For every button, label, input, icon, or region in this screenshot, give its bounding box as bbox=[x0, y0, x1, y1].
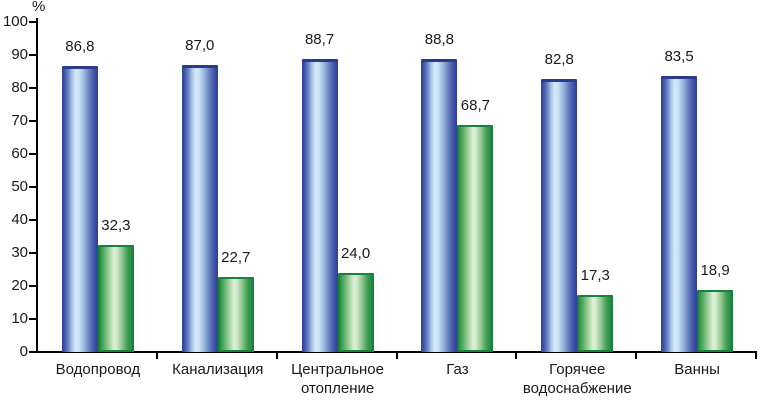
y-tick-label: 10 bbox=[11, 310, 28, 327]
y-tick bbox=[29, 219, 36, 221]
y-tick bbox=[29, 252, 36, 254]
y-axis-line bbox=[36, 18, 38, 353]
y-tick-label: 90 bbox=[11, 46, 28, 63]
x-tick bbox=[395, 351, 398, 359]
bar-blue bbox=[61, 65, 98, 352]
category-label: Ванны bbox=[674, 361, 720, 378]
bar-value-label: 88,7 bbox=[304, 31, 335, 49]
y-tick-label: 60 bbox=[11, 145, 28, 162]
y-tick-label: 80 bbox=[11, 79, 28, 96]
x-tick bbox=[755, 351, 757, 359]
y-axis-unit-label: % bbox=[32, 0, 46, 15]
y-tick bbox=[29, 21, 36, 23]
y-tick bbox=[29, 120, 36, 122]
bar-value-label: 22,7 bbox=[221, 249, 251, 267]
category-label: Центральное отопление bbox=[291, 361, 384, 397]
y-tick bbox=[29, 153, 36, 155]
bar-value-label: 88,8 bbox=[424, 30, 454, 48]
x-tick bbox=[155, 351, 158, 359]
y-tick bbox=[29, 87, 36, 89]
bar-blue bbox=[541, 78, 578, 352]
bar-value-label: 87,0 bbox=[185, 36, 215, 54]
bar-green bbox=[577, 294, 614, 352]
bar-green bbox=[697, 289, 734, 352]
y-tick-label: 100 bbox=[2, 13, 28, 30]
x-tick bbox=[635, 351, 638, 359]
bar-value-label: 24,0 bbox=[340, 244, 371, 262]
bar-value-label: 68,7 bbox=[460, 97, 490, 115]
y-tick bbox=[29, 186, 36, 188]
y-tick-label: 30 bbox=[11, 244, 28, 261]
y-tick bbox=[29, 318, 36, 320]
category-label: Горячее водоснабжение bbox=[522, 361, 632, 397]
y-tick-label: 50 bbox=[11, 178, 28, 195]
bar-value-label: 17,3 bbox=[580, 266, 610, 284]
y-tick-label: 40 bbox=[11, 211, 28, 228]
category-label: Газ bbox=[446, 361, 469, 378]
x-tick bbox=[275, 351, 278, 359]
bar-value-label: 83,5 bbox=[664, 48, 694, 66]
bar-blue bbox=[421, 58, 458, 352]
y-tick bbox=[29, 285, 36, 287]
y-tick-label: 70 bbox=[11, 112, 28, 129]
bar-green bbox=[217, 277, 254, 352]
bar-value-label: 32,3 bbox=[101, 217, 131, 235]
y-tick-label: 0 bbox=[19, 343, 28, 360]
bar-green bbox=[337, 272, 374, 352]
y-tick bbox=[29, 351, 36, 353]
y-tick bbox=[29, 54, 36, 56]
category-label: Канализация bbox=[172, 361, 264, 378]
x-tick bbox=[515, 351, 518, 359]
bar-value-label: 86,8 bbox=[65, 37, 95, 55]
bar-green bbox=[97, 245, 134, 352]
bar-blue bbox=[181, 64, 218, 352]
bar-blue bbox=[301, 59, 338, 352]
bar-value-label: 18,9 bbox=[700, 261, 730, 279]
bar-blue bbox=[661, 76, 698, 352]
bar-value-label: 82,8 bbox=[544, 50, 574, 68]
category-label: Водопровод bbox=[55, 361, 141, 378]
bar-green bbox=[457, 125, 494, 352]
y-tick-label: 20 bbox=[11, 277, 28, 294]
